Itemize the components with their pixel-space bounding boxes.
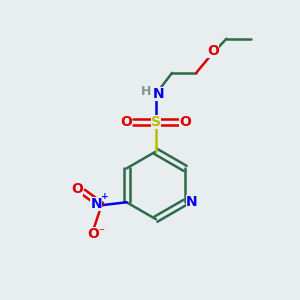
Text: N: N	[152, 87, 164, 101]
Text: N: N	[186, 195, 197, 209]
Text: H: H	[141, 85, 152, 98]
Text: S: S	[151, 115, 161, 129]
Text: O: O	[121, 115, 132, 129]
Text: ⁻: ⁻	[99, 227, 104, 237]
Text: O: O	[179, 115, 191, 129]
Text: O: O	[207, 44, 219, 58]
Text: O: O	[87, 227, 99, 241]
Text: +: +	[101, 193, 109, 202]
Text: N: N	[90, 197, 102, 211]
Text: O: O	[71, 182, 83, 196]
